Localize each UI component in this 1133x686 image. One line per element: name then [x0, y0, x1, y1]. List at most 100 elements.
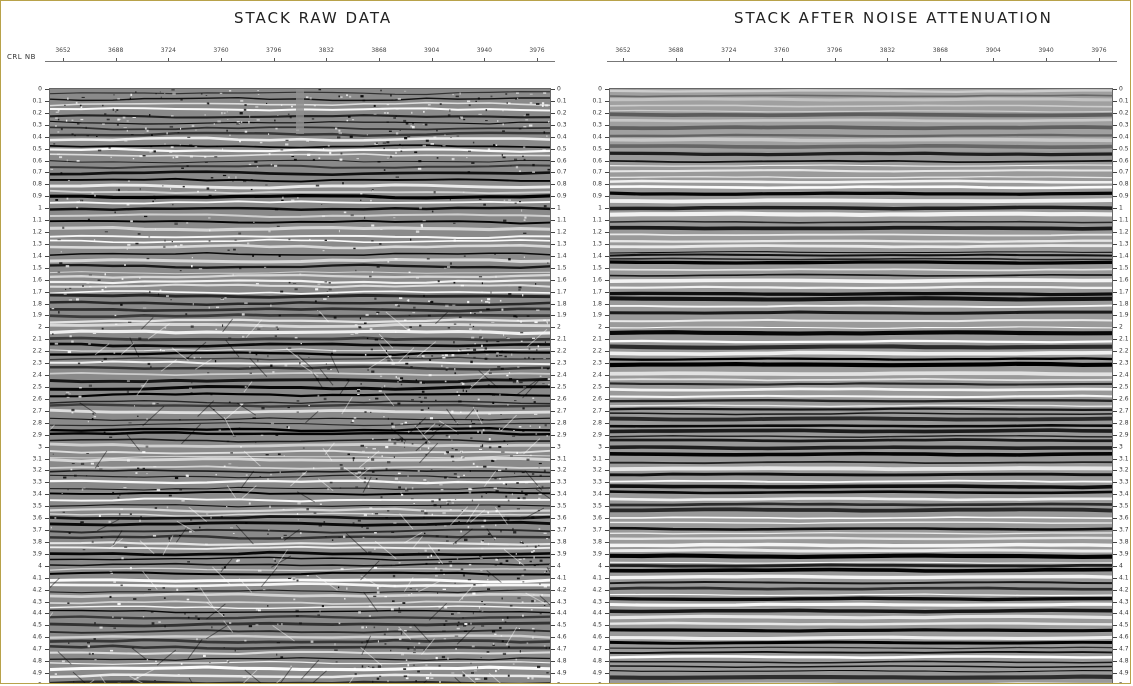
- noise-speckle: [383, 147, 385, 150]
- noise-streak: [187, 638, 203, 660]
- noise-speckle: [174, 476, 179, 480]
- noise-speckle: [310, 640, 314, 643]
- seismic-reflector: [50, 567, 550, 572]
- noise-speckle: [407, 647, 410, 650]
- noise-speckle: [76, 298, 79, 301]
- raw-right-time-tick: [551, 482, 555, 484]
- noise-speckle: [434, 567, 438, 570]
- noise-speckle: [511, 493, 513, 496]
- noise-speckle: [453, 281, 456, 284]
- noise-speckle: [381, 338, 383, 339]
- noise-speckle: [529, 102, 533, 104]
- noise-speckle: [323, 298, 327, 300]
- noise-speckle: [532, 358, 535, 360]
- noise-speckle: [175, 156, 179, 158]
- noise-speckle: [393, 456, 395, 458]
- noise-speckle: [469, 488, 473, 491]
- noise-speckle: [436, 129, 438, 132]
- noise-speckle: [472, 325, 475, 328]
- filtered-crossline-tick: [1099, 58, 1100, 62]
- noise-speckle: [140, 515, 142, 519]
- noise-speckle: [288, 238, 291, 241]
- noise-speckle: [366, 527, 369, 530]
- noise-speckle: [522, 429, 525, 432]
- noise-speckle: [402, 144, 404, 147]
- filtered-left-time-label: 1.3: [592, 240, 602, 248]
- noise-speckle: [502, 156, 506, 159]
- noise-speckle: [422, 123, 425, 125]
- noise-speckle: [172, 92, 176, 95]
- filtered-left-time-label: 4.4: [592, 609, 602, 617]
- noise-speckle: [502, 652, 507, 655]
- noise-streak: [428, 602, 447, 621]
- noise-streak: [129, 675, 144, 683]
- noise-speckle: [546, 570, 548, 573]
- filtered-left-time-label: 0.5: [592, 145, 602, 153]
- noise-speckle: [230, 452, 233, 454]
- noise-speckle: [99, 626, 103, 629]
- noise-speckle: [480, 337, 484, 339]
- noise-streak: [206, 601, 225, 618]
- noise-speckle: [464, 538, 468, 542]
- filtered-left-time-tick: [605, 577, 609, 579]
- noise-speckle: [92, 332, 97, 334]
- filtered-crossline-tick: [940, 58, 942, 62]
- noise-speckle: [442, 356, 446, 359]
- noise-speckle: [543, 205, 547, 208]
- noise-speckle: [506, 643, 509, 646]
- noise-speckle: [455, 541, 457, 544]
- noise-speckle: [476, 465, 479, 468]
- seismic-reflector: [610, 536, 1112, 541]
- noise-streak: [139, 540, 155, 555]
- noise-speckle: [508, 645, 510, 649]
- filtered-left-time-tick: [605, 232, 609, 234]
- noise-speckle: [518, 628, 520, 630]
- noise-speckle: [190, 392, 193, 394]
- raw-left-time-tick: [45, 136, 49, 138]
- noise-speckle: [479, 555, 482, 557]
- filtered-left-time-tick: [605, 148, 609, 150]
- filtered-right-time-tick: [1113, 303, 1117, 305]
- noise-speckle: [513, 531, 517, 534]
- raw-left-time-tick: [45, 363, 49, 365]
- noise-speckle: [433, 136, 437, 138]
- noise-streak: [181, 423, 201, 445]
- noise-speckle: [520, 340, 523, 342]
- noise-speckle: [289, 154, 294, 156]
- noise-speckle: [393, 442, 397, 445]
- noise-speckle: [415, 230, 420, 233]
- filtered-right-time-label: 2.4: [1119, 371, 1129, 379]
- noise-streak: [403, 576, 414, 592]
- noise-streak: [465, 407, 476, 420]
- filtered-right-time-label: 1: [1119, 204, 1123, 212]
- noise-speckle: [94, 194, 96, 197]
- noise-speckle: [431, 513, 433, 516]
- raw-right-time-label: 1.3: [557, 240, 567, 248]
- raw-right-time-tick: [551, 148, 555, 150]
- noise-speckle: [520, 320, 522, 323]
- raw-right-time-tick: [551, 601, 555, 603]
- noise-speckle: [523, 219, 526, 221]
- seismic-reflector: [610, 479, 1112, 483]
- noise-speckle: [531, 551, 534, 553]
- raw-left-time-tick: [45, 387, 49, 388]
- noise-speckle: [402, 602, 406, 604]
- noise-speckle: [142, 616, 145, 618]
- noise-speckle: [268, 230, 271, 233]
- filtered-left-time-label: 0.9: [592, 192, 602, 200]
- noise-speckle: [81, 96, 85, 98]
- noise-speckle: [181, 167, 184, 169]
- noise-speckle: [405, 489, 409, 492]
- noise-speckle: [515, 98, 518, 100]
- seismic-reflector: [50, 290, 550, 295]
- noise-streak: [240, 470, 255, 489]
- noise-speckle: [63, 476, 67, 479]
- noise-speckle: [257, 328, 261, 330]
- noise-speckle: [87, 642, 90, 644]
- seismic-reflector: [610, 460, 1112, 465]
- raw-right-time-tick: [551, 506, 555, 508]
- noise-speckle: [395, 176, 399, 178]
- noise-speckle: [80, 462, 85, 465]
- noise-speckle: [400, 632, 403, 635]
- noise-speckle: [529, 425, 532, 427]
